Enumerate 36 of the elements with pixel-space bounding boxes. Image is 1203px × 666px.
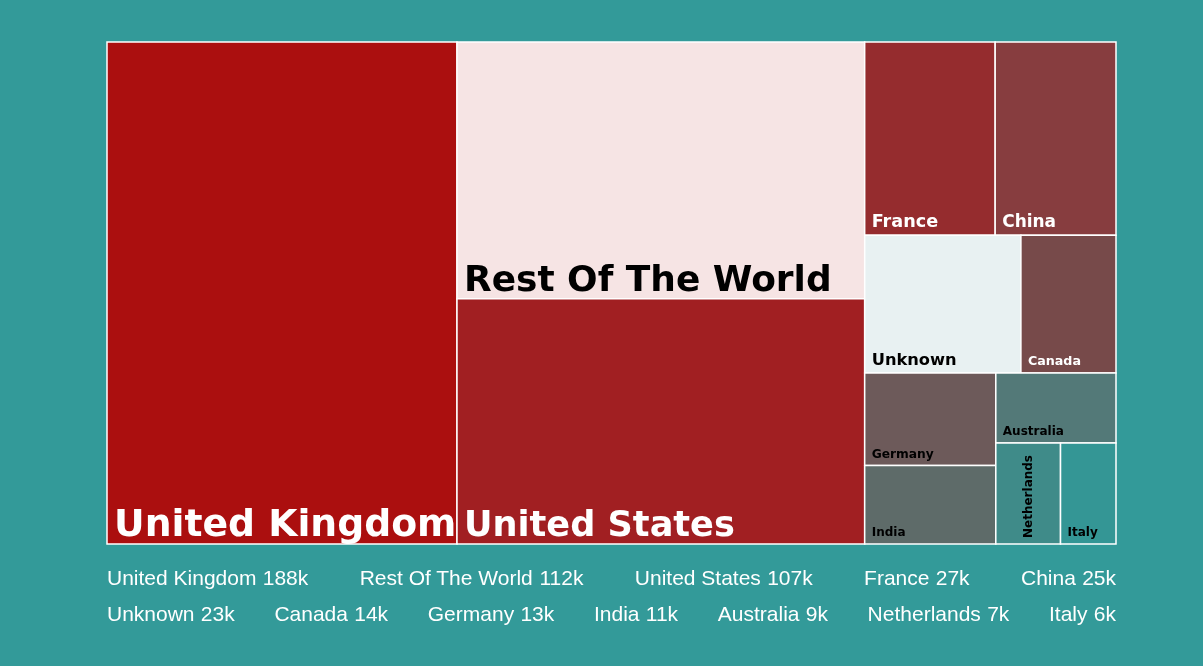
category-label: United Kingdom (114, 501, 457, 545)
category-label: United States (634, 566, 761, 589)
category-label: Canada (274, 602, 348, 625)
data-label: 13k (520, 602, 555, 625)
category-label: Australia (717, 602, 800, 625)
category-label: Australia (1002, 423, 1064, 438)
category-label: United Kingdom (107, 566, 257, 589)
data-label: 188k (262, 566, 309, 589)
category-label: France (864, 566, 930, 589)
category-label: United States (463, 503, 735, 544)
category-label: France (871, 211, 939, 232)
data-label: 107k (767, 566, 814, 589)
category-label: Germany (427, 602, 515, 625)
category-label: Italy (1049, 602, 1088, 625)
data-label: 7k (987, 602, 1010, 625)
data-label: 6k (1093, 602, 1117, 625)
data-label: 23k (200, 602, 236, 625)
category-label: China (1020, 566, 1076, 589)
category-label: Italy (1067, 525, 1098, 539)
category-label: China (1002, 211, 1057, 232)
data-label: 25k (1082, 566, 1117, 589)
category-label: India (871, 525, 906, 539)
data-label: 9k (805, 602, 829, 625)
data-label: 11k (645, 602, 679, 625)
category-label: Netherlands (867, 602, 981, 625)
category-label: Unknown (871, 349, 957, 369)
data-label: 112k (539, 566, 584, 589)
category-label: Rest Of The World (463, 257, 832, 299)
data-label: 14k (354, 602, 389, 625)
data-label: 27k (935, 566, 971, 589)
category-label: Germany (871, 446, 934, 461)
category-label: Netherlands (1021, 454, 1036, 538)
category-label: Unknown (107, 602, 195, 625)
category-label: India (593, 602, 640, 625)
category-label: Rest Of The World (359, 566, 533, 589)
category-label: Canada (1027, 352, 1082, 368)
